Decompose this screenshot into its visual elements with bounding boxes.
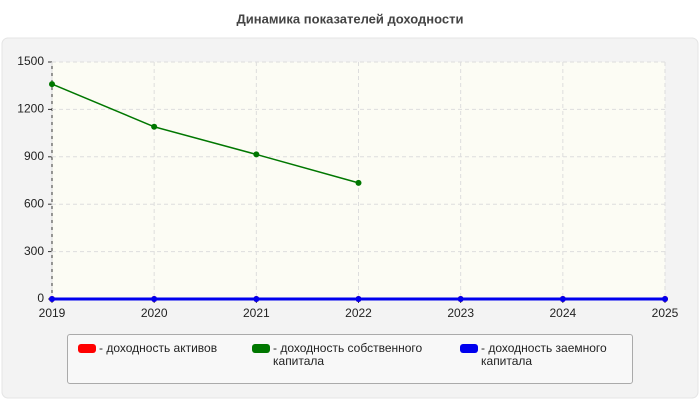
point: [49, 296, 55, 302]
y-tick-label: 600: [24, 196, 44, 210]
y-tick-label: 900: [24, 149, 44, 163]
y-tick-label: 0: [37, 291, 44, 305]
legend-label: - доходность заемного капитала: [481, 341, 607, 368]
x-tick-label: 2025: [652, 306, 679, 320]
legend-item: - доходность активов: [78, 342, 238, 355]
legend-item: - доходность заемного капитала: [460, 342, 620, 368]
point: [49, 81, 55, 88]
point: [253, 151, 260, 158]
point: [253, 296, 260, 302]
y-tick-label: 1200: [17, 102, 44, 116]
legend-item: - доходность собственного капитала: [252, 342, 442, 368]
y-tick-label: 1500: [17, 54, 44, 68]
point: [151, 296, 158, 302]
legend-swatch: [78, 344, 96, 353]
series-line: [51, 83, 359, 184]
y-tick-label: 300: [24, 244, 44, 258]
x-tick-label: 2023: [447, 306, 474, 320]
x-tick-label: 2021: [243, 306, 270, 320]
x-tick-label: 2020: [141, 306, 168, 320]
x-tick-label: 2024: [549, 306, 576, 320]
point: [355, 179, 362, 186]
point: [457, 296, 464, 302]
legend-swatch: [252, 344, 270, 353]
point: [559, 296, 566, 302]
legend-label: - доходность активов: [99, 341, 218, 355]
legend-swatch: [460, 344, 478, 353]
chart-title: Динамика показателей доходности: [236, 11, 463, 26]
point: [151, 123, 158, 130]
point: [662, 296, 668, 302]
legend-label: - доходность собственного капитала: [273, 341, 423, 368]
x-tick-label: 2022: [345, 306, 372, 320]
point: [355, 296, 362, 302]
legend: - доходность активов - доходность собстве…: [67, 334, 633, 384]
x-tick-label: 2019: [39, 306, 66, 320]
